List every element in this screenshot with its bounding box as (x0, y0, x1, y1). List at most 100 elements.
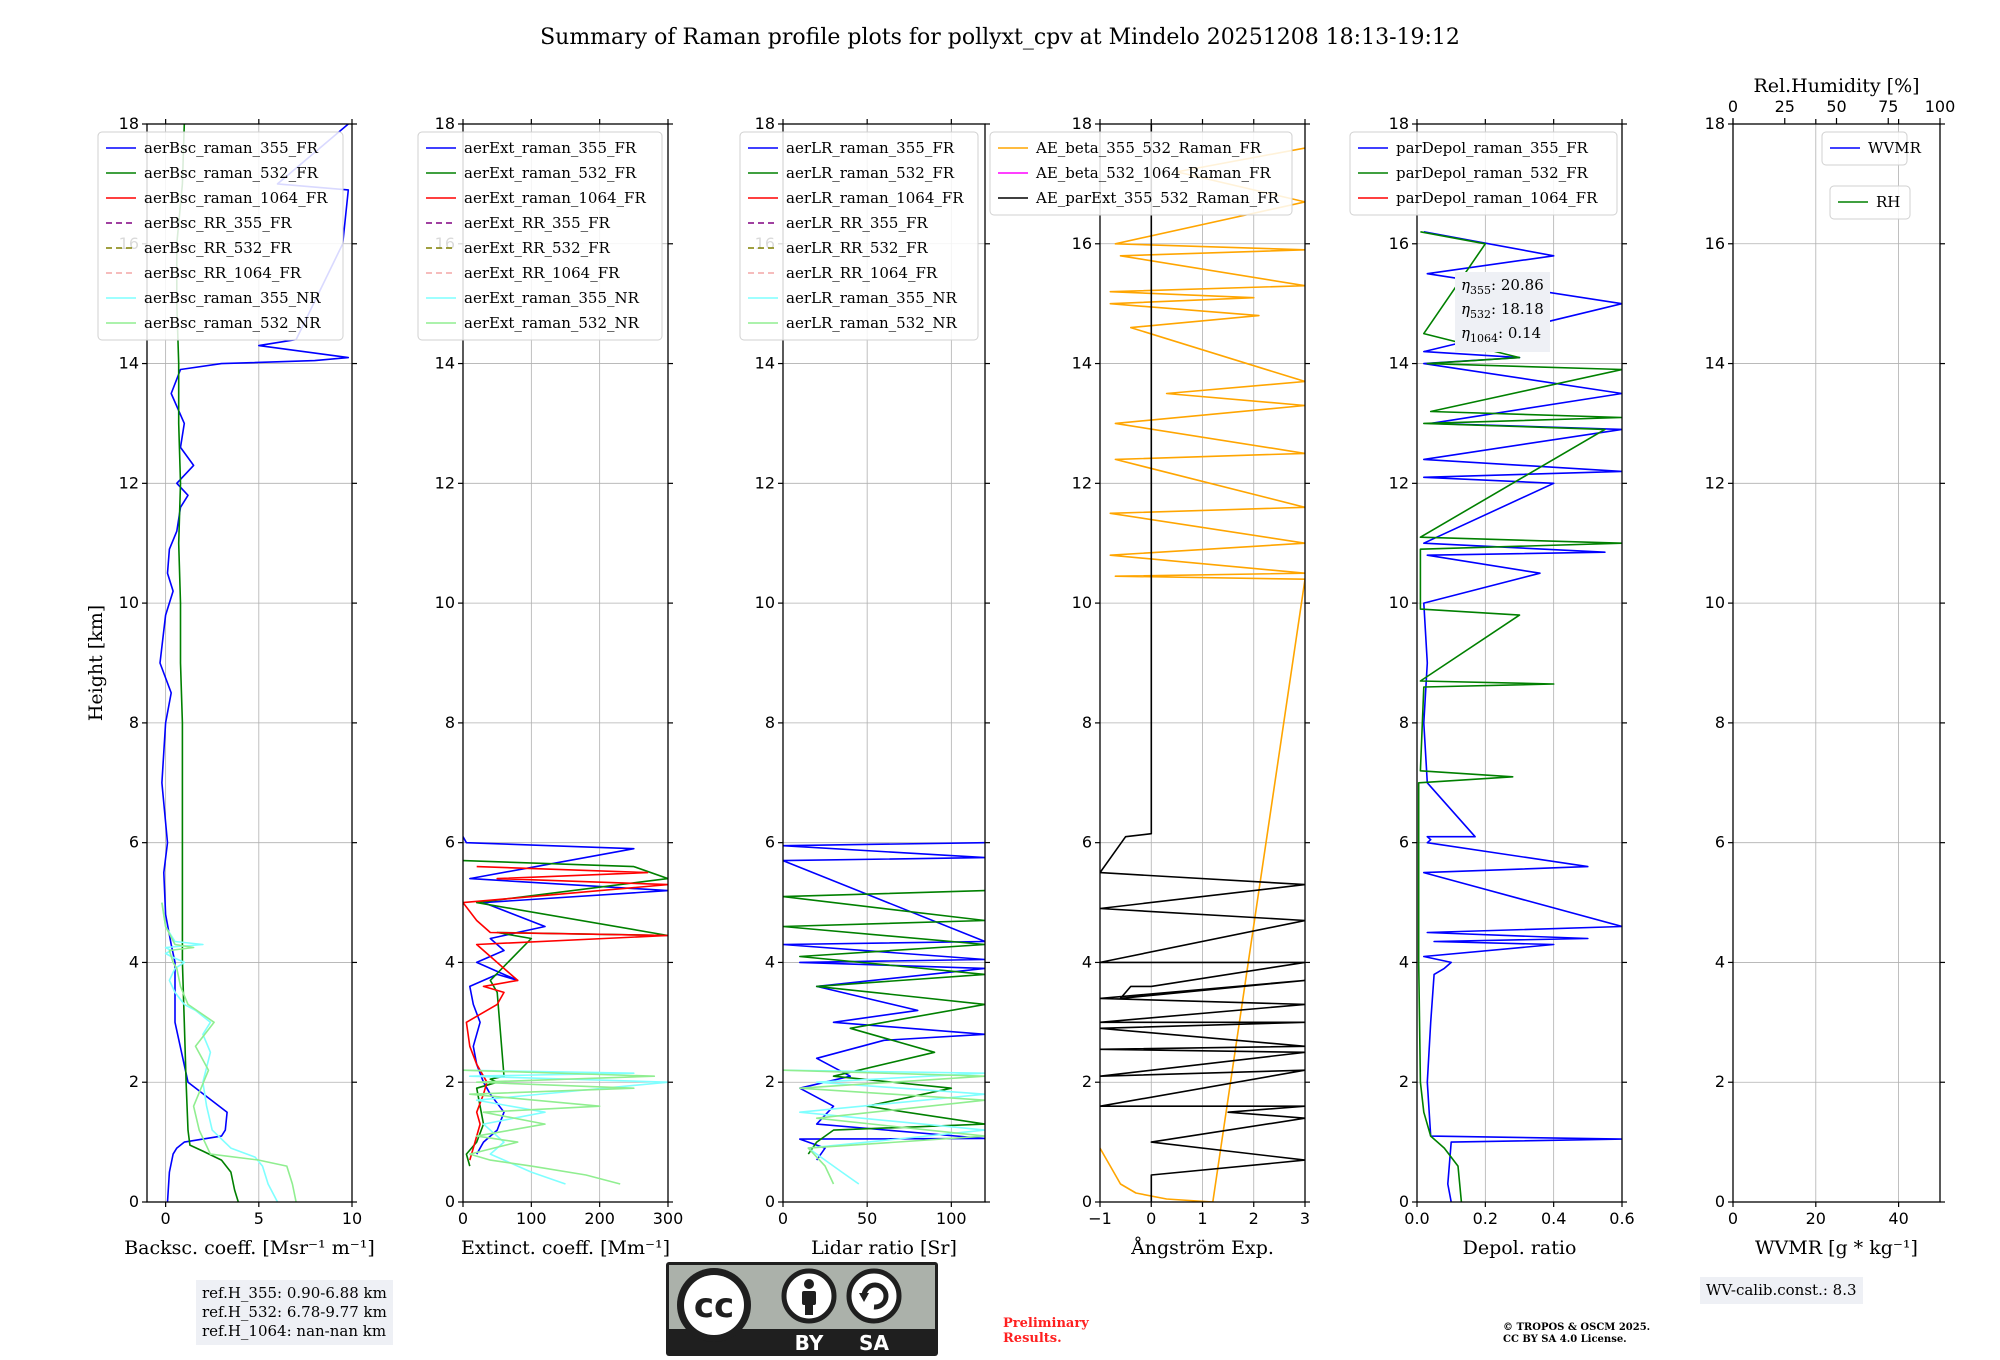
x-tick-label: 100 (516, 1209, 547, 1228)
copyright-line-2: CC BY SA 4.0 License. (1503, 1334, 1627, 1345)
panel-depol: 0.0 0.2 0.4 0.6 0 2 4 6 8 10 12 14 16 18 Depol. ratio p… (1349, 114, 1635, 1259)
y-tick-label: 14 (435, 354, 455, 373)
top-x-tick-label: 0 (1728, 97, 1738, 116)
series-aerExt_raman_532_NR (463, 1069, 656, 1185)
series-parDepol_raman_532_FR (1417, 231, 1622, 1202)
copyright-line-1: © TROPOS & OSCM 2025. (1503, 1322, 1651, 1333)
legend-entry: aerExt_raman_355_NR (464, 289, 640, 307)
x-tick-label: 50 (857, 1209, 877, 1228)
x-axis-label: Ångström Exp. (1130, 1237, 1274, 1259)
legend: aerLR_raman_355_FR aerLR_raman_532_FR aerL… (739, 131, 979, 341)
y-tick-label: 14 (1705, 354, 1725, 373)
panel-bsc: 0510024681012141618Backsc. coeff. [Msr⁻¹… (85, 114, 375, 1259)
y-tick-label: 10 (1705, 593, 1725, 612)
legend-entry: aerBsc_raman_532_FR (144, 164, 319, 182)
x-tick-label: 0 (161, 1209, 171, 1228)
panel-wv: 0 20 40 0 2 4 6 8 10 12 14 16 18 WVMR [g * kg⁻¹] 0 25 50… (1705, 75, 1956, 1259)
series-aerBsc_raman_532_NR (161, 902, 297, 1202)
top-x-tick-label: 100 (1925, 97, 1956, 116)
x-tick-label: 0 (1146, 1209, 1156, 1228)
legend-entry: parDepol_raman_532_FR (1396, 164, 1589, 182)
series-aerBsc_raman_355_NR (161, 902, 279, 1202)
y-tick-label: 4 (129, 952, 139, 971)
y-tick-label: 16 (1072, 234, 1092, 253)
y-tick-label: 12 (1705, 473, 1725, 492)
y-tick-label: 4 (1715, 952, 1725, 971)
y-tick-label: 8 (129, 713, 139, 732)
x-tick-label: 40 (1888, 1209, 1908, 1228)
legend-entry: aerLR_RR_532_FR (786, 239, 928, 257)
legend-entry: aerLR_raman_532_NR (786, 314, 957, 332)
y-tick-label: 14 (119, 354, 139, 373)
reference-height-box: ref.H_355: 0.90-6.88 km ref.H_532: 6.78-… (196, 1280, 393, 1345)
by-label: BY (795, 1331, 824, 1355)
figure-title: Summary of Raman profile plots for polly… (540, 25, 1460, 50)
sa-share-icon (846, 1268, 902, 1324)
wv-calibration-box: WV-calib.const.: 8.3 (1700, 1277, 1863, 1304)
x-tick-label: 10 (342, 1209, 362, 1228)
y-tick-label: 18 (1072, 114, 1092, 133)
y-tick-label: 0 (1082, 1192, 1092, 1211)
ref-h-1064: ref.H_1064: nan-nan km (202, 1322, 387, 1340)
y-tick-label: 14 (1072, 354, 1092, 373)
y-tick-label: 6 (765, 833, 775, 852)
axes-frame (1732, 123, 1941, 1203)
y-tick-label: 2 (445, 1072, 455, 1091)
y-tick-label: 0 (129, 1192, 139, 1211)
y-tick-label: 4 (445, 952, 455, 971)
y-tick-label: 2 (765, 1072, 775, 1091)
sa-label: SA (859, 1331, 889, 1355)
y-tick-label: 12 (755, 473, 775, 492)
top-x-tick-label: 25 (1775, 97, 1795, 116)
legend: aerExt_raman_355_FR aerExt_raman_532_FRae… (417, 131, 663, 341)
legend-entry: AE_beta_355_532_Raman_FR (1035, 139, 1262, 157)
series-aerLR_raman_532_FR (783, 889, 985, 1155)
y-tick-label: 0 (445, 1192, 455, 1211)
y-tick-label: 8 (1399, 713, 1409, 732)
top-x-tick-label: 50 (1826, 97, 1846, 116)
eta-355-line: η355: 20.86 (1461, 276, 1544, 297)
legend-entry: aerExt_raman_355_FR (464, 139, 637, 157)
legend-entry: aerExt_RR_532_FR (464, 239, 611, 257)
legend-entry: aerBsc_RR_1064_FR (144, 264, 302, 282)
y-tick-label: 0 (1715, 1192, 1725, 1211)
y-tick-label: 10 (755, 593, 775, 612)
legend-entry: aerBsc_raman_1064_FR (144, 189, 328, 207)
legend-entry: aerLR_RR_1064_FR (786, 264, 938, 282)
y-tick-label: 16 (1705, 234, 1725, 253)
legend-frame (1349, 131, 1618, 216)
axes-frame (1416, 123, 1623, 1203)
x-axis-label: Backsc. coeff. [Msr⁻¹ m⁻¹] (124, 1237, 375, 1259)
ref-h-355: ref.H_355: 0.90-6.88 km (202, 1284, 387, 1302)
legend-entry: aerLR_RR_355_FR (786, 214, 928, 232)
legend-entry: parDepol_raman_355_FR (1396, 139, 1589, 157)
x-axis-label: Lidar ratio [Sr] (811, 1237, 957, 1259)
y-tick-label: 0 (1399, 1192, 1409, 1211)
legend-entry: AE_beta_532_1064_Raman_FR (1035, 164, 1271, 182)
y-tick-label: 10 (435, 593, 455, 612)
legend-entry: AE_parExt_355_532_Raman_FR (1035, 189, 1280, 207)
y-tick-label: 8 (1715, 713, 1725, 732)
cc-logo-text: cc (694, 1286, 734, 1326)
x-tick-label: 0 (1728, 1209, 1738, 1228)
x-tick-label: 300 (653, 1209, 684, 1228)
series-aerLR_raman_355_NR (783, 1069, 985, 1185)
x-tick-label: 5 (254, 1209, 264, 1228)
y-tick-label: 8 (445, 713, 455, 732)
ref-h-532: ref.H_532: 6.78-9.77 km (202, 1303, 387, 1321)
x-tick-label: 2 (1249, 1209, 1259, 1228)
legend-entry: aerBsc_RR_355_FR (144, 214, 292, 232)
legend-entry: aerExt_RR_355_FR (464, 214, 611, 232)
legend-entry: aerExt_RR_1064_FR (464, 264, 620, 282)
cc-license-badge: cc BY SA (666, 1262, 938, 1356)
legend-frame (1821, 131, 1908, 166)
y-tick-label: 2 (1715, 1072, 1725, 1091)
legend-entry: aerLR_raman_532_FR (786, 164, 955, 182)
eta-532-line: η532: 18.18 (1461, 300, 1544, 321)
legend-entry: parDepol_raman_1064_FR (1396, 189, 1598, 207)
x-tick-label: 0.2 (1473, 1209, 1498, 1228)
y-tick-label: 4 (1399, 952, 1409, 971)
legend: WVMR (1821, 131, 1922, 166)
